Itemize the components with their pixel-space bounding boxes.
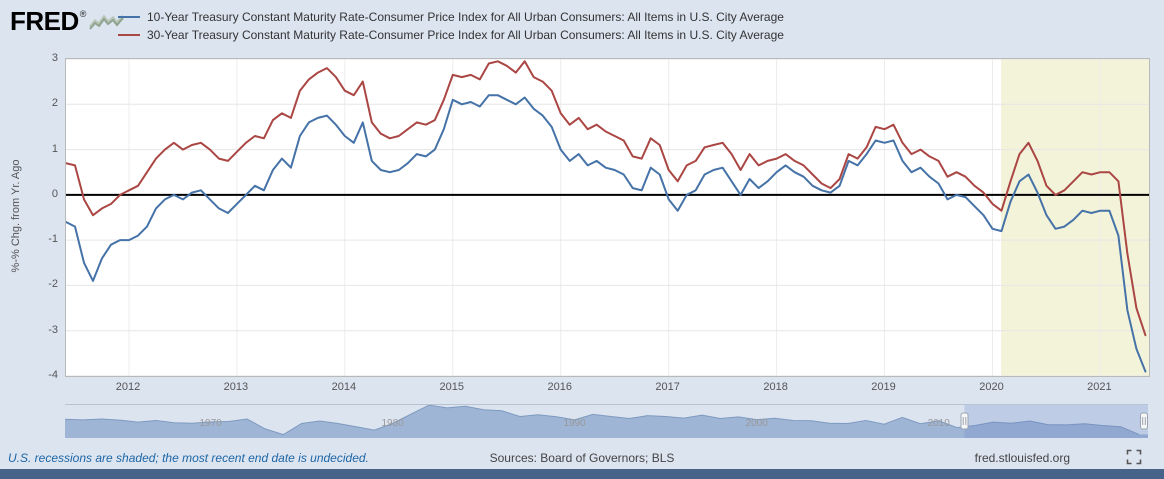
x-axis-tick-label: 2012 <box>115 381 141 393</box>
navigator-year-label: 2010 <box>928 418 951 429</box>
navigator-year-label: 1980 <box>381 418 404 429</box>
x-axis-tick-label: 2017 <box>655 381 680 393</box>
legend-item-30yr: 30-Year Treasury Constant Maturity Rate-… <box>118 26 784 44</box>
y-axis-tick-label: 3 <box>51 52 58 64</box>
navigator-year-label: 2000 <box>746 418 769 429</box>
x-axis-tick-label: 2021 <box>1087 381 1112 393</box>
x-axis-tick-label: 2015 <box>439 381 465 393</box>
legend-label-10yr: 10-Year Treasury Constant Maturity Rate-… <box>147 10 784 24</box>
y-axis-tick-label: -4 <box>48 369 58 381</box>
navigator-area <box>65 405 1148 438</box>
sources-text: Sources: Board of Governors; BLS <box>489 451 675 465</box>
site-link[interactable]: fred.stlouisfed.org <box>974 451 1070 465</box>
bottom-bar <box>0 469 1164 479</box>
navigator-canvas[interactable]: 1970 1980 1990 2000 2010 <box>65 404 1148 438</box>
x-axis-tick-label: 2013 <box>223 381 249 393</box>
y-axis-tick-label: 1 <box>51 142 58 155</box>
fullscreen-icon[interactable] <box>1126 449 1142 465</box>
series-swatch-10yr <box>118 16 140 18</box>
date-range-navigator[interactable]: 1970 1980 1990 2000 2010 <box>65 404 1148 438</box>
x-axis-tick-label: 2020 <box>979 381 1004 393</box>
y-axis-tick-label: 2 <box>51 97 58 110</box>
x-axis-tick-label: 2019 <box>871 381 896 393</box>
x-axis-tick-label: 2018 <box>763 381 788 393</box>
legend-label-30yr: 30-Year Treasury Constant Maturity Rate-… <box>147 28 784 42</box>
navigator-right-handle[interactable] <box>1140 412 1148 430</box>
y-axis-tick-label: -2 <box>48 278 58 291</box>
recession-note: U.S. recessions are shaded; the most rec… <box>8 451 369 465</box>
series-swatch-30yr <box>118 34 140 36</box>
fred-logo-sparkline-icon <box>89 14 125 30</box>
fred-logo-text: FRED <box>10 6 79 36</box>
y-axis-title: %-% Chg. from Yr. Ago <box>10 159 22 273</box>
fred-logo[interactable]: FRED ® <box>10 8 125 34</box>
chart-canvas[interactable] <box>66 59 1149 376</box>
x-axis-tick-label: 2016 <box>547 381 572 393</box>
plot-area[interactable] <box>65 58 1150 377</box>
navigator-selection[interactable] <box>964 404 1149 438</box>
y-axis-tick-label: -1 <box>48 233 58 246</box>
navigator-year-label: 1990 <box>563 418 586 429</box>
legend: 10-Year Treasury Constant Maturity Rate-… <box>118 8 784 44</box>
series-line-0 <box>66 94 1147 373</box>
registered-mark: ® <box>79 9 87 19</box>
x-axis-tick-label: 2014 <box>331 381 357 393</box>
navigator-year-label: 1970 <box>199 418 222 429</box>
series-line-1 <box>66 60 1147 337</box>
legend-item-10yr: 10-Year Treasury Constant Maturity Rate-… <box>118 8 784 26</box>
y-axis-tick-label: 0 <box>51 187 58 200</box>
navigator-left-handle[interactable] <box>960 412 969 430</box>
y-axis-tick-label: -3 <box>48 323 58 336</box>
